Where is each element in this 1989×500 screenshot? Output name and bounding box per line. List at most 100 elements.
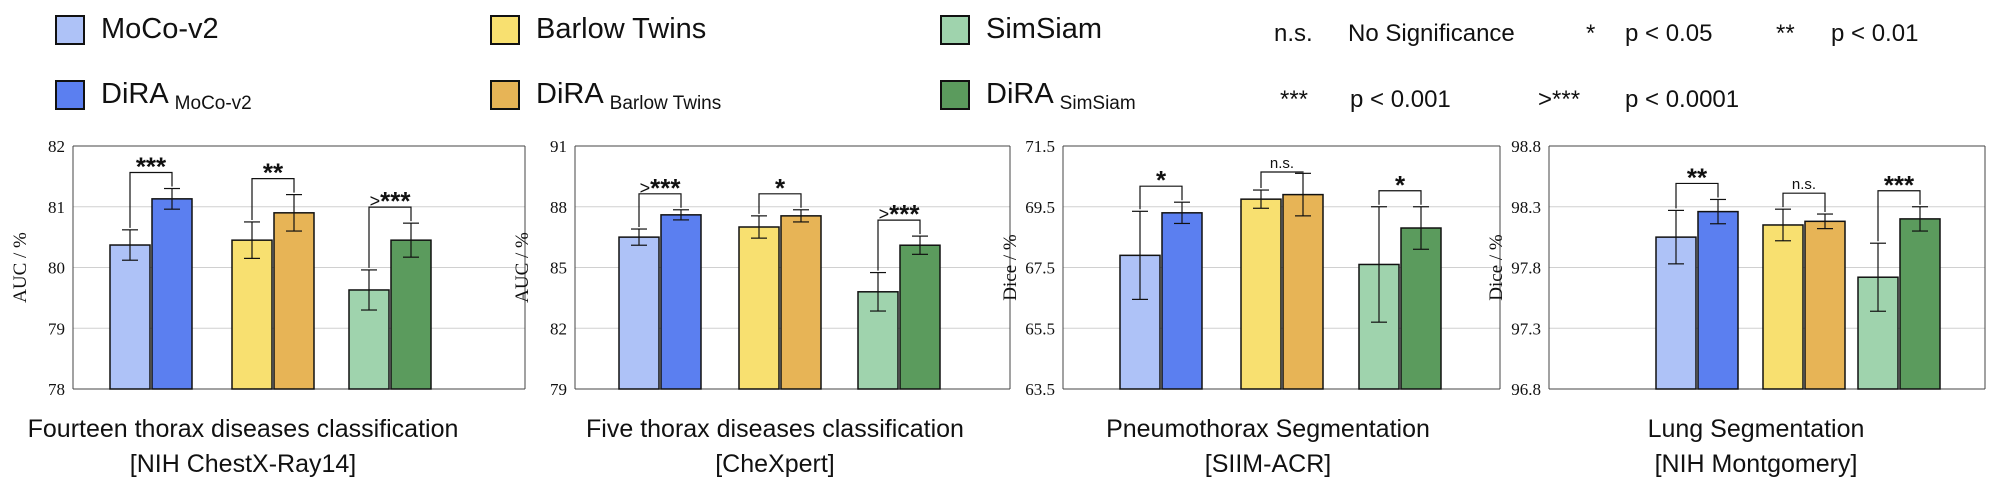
significance-label: *** — [1884, 170, 1915, 200]
bar-baseline — [1762, 224, 1804, 390]
significance-bracket — [1260, 171, 1304, 189]
legend-label: DiRA — [536, 78, 604, 110]
significance-symbol-ns: n.s. — [1274, 20, 1313, 47]
significance-bracket — [638, 193, 682, 228]
legend-label: DiRA — [101, 78, 169, 110]
significance-label: * — [1156, 165, 1167, 195]
significance-label: * — [1395, 170, 1406, 200]
bar-dira — [1899, 218, 1941, 390]
y-axis-label: Dice / % — [1000, 234, 1021, 301]
significance-label: n.s. — [1792, 176, 1816, 193]
significance-label: * — [775, 173, 786, 203]
bar-baseline — [231, 239, 273, 390]
legend-swatch-dira-barlow-twins — [490, 79, 520, 110]
bar-dira — [390, 239, 432, 390]
y-tick-label: 78 — [48, 380, 65, 399]
significance-label: ** — [1687, 162, 1708, 192]
y-tick-label: 80 — [48, 259, 65, 278]
significance-meaning-2: p < 0.01 — [1831, 20, 1919, 47]
legend-item-barlow-twins: Barlow Twins — [490, 13, 706, 46]
bar-baseline — [1240, 198, 1282, 390]
legend-subscript: MoCo-v2 — [174, 92, 252, 114]
y-axis-label: AUC / % — [512, 232, 533, 303]
bar-dira — [1400, 227, 1442, 390]
y-tick-label: 79 — [550, 380, 567, 399]
legend-subscript: SimSiam — [1059, 92, 1136, 114]
legend-item-dira-barlow-twins: DiRA Barlow Twins — [490, 78, 721, 114]
significance-bracket — [1139, 185, 1183, 210]
significance-bracket — [1782, 192, 1826, 213]
significance-label: >*** — [640, 173, 682, 203]
chart-title-3-line2: [SIIM-ACR] — [1204, 450, 1332, 478]
y-tick-label: 82 — [550, 319, 567, 338]
significance-bracket — [1675, 182, 1719, 209]
bar-dira — [899, 244, 941, 390]
legend-label: Barlow Twins — [536, 13, 707, 45]
bar-dira — [1697, 210, 1739, 390]
legend-swatch-dira-simsiam — [940, 79, 970, 110]
bar-baseline — [857, 291, 899, 390]
y-tick-label: 91 — [550, 137, 567, 156]
chart-title-1: Fourteen thorax diseases classification … — [23, 412, 463, 482]
y-tick-label: 85 — [550, 259, 567, 278]
legend-item-dira-simsiam: DiRA SimSiam — [940, 78, 1136, 114]
legend-item-dira-moco-v2: DiRA MoCo-v2 — [55, 78, 252, 114]
chart-title-4: Lung Segmentation [NIH Montgomery] — [1536, 412, 1976, 482]
y-tick-label: 98.8 — [1511, 137, 1541, 156]
y-tick-label: 79 — [48, 319, 65, 338]
significance-label: ** — [263, 158, 284, 188]
y-tick-label: 81 — [48, 198, 65, 217]
significance-meaning-4: p < 0.0001 — [1625, 86, 1740, 113]
bar-baseline — [618, 236, 660, 390]
legend-subscript: Barlow Twins — [609, 92, 722, 114]
significance-symbol-1: * — [1586, 20, 1596, 47]
bar-dira — [780, 215, 822, 390]
bar-dira — [660, 214, 702, 390]
y-tick-label: 63.5 — [1025, 380, 1055, 399]
bar-dira — [1804, 220, 1846, 390]
chart-title-2: Five thorax diseases classification [Che… — [555, 412, 995, 482]
significance-bracket — [251, 178, 295, 220]
significance-label: n.s. — [1270, 155, 1294, 172]
significance-label: >*** — [370, 186, 412, 216]
chart-title-1-line1: Fourteen thorax diseases classification — [27, 415, 459, 443]
chart-title-2-line1: Five thorax diseases classification — [586, 415, 964, 443]
significance-symbol-4: >*** — [1538, 86, 1581, 113]
chart-title-3-line1: Pneumothorax Segmentation — [1106, 415, 1430, 443]
y-axis-label: Dice / % — [1486, 234, 1507, 301]
bar-baseline — [738, 226, 780, 390]
y-tick-label: 67.5 — [1025, 259, 1055, 278]
y-tick-label: 69.5 — [1025, 198, 1055, 217]
significance-symbol-2: ** — [1776, 20, 1795, 47]
significance-bracket — [1378, 190, 1422, 205]
significance-bracket — [129, 171, 173, 228]
y-tick-label: 96.8 — [1511, 380, 1541, 399]
legend-swatch-simsiam — [940, 14, 970, 45]
chart-title-1-line2: [NIH ChestX-Ray14] — [129, 450, 357, 478]
legend-swatch-moco-v2 — [55, 14, 85, 45]
significance-symbol-3: *** — [1280, 86, 1309, 113]
significance-bracket — [877, 219, 921, 271]
y-tick-label: 88 — [550, 198, 567, 217]
significance-label: *** — [136, 152, 167, 182]
bar-dira — [1282, 193, 1324, 390]
significance-bracket — [758, 193, 802, 214]
legend-swatch-barlow-twins — [490, 14, 520, 45]
significance-bracket — [1877, 190, 1921, 242]
chart-title-4-line2: [NIH Montgomery] — [1654, 450, 1858, 478]
bar-dira — [151, 198, 193, 390]
legend-item-simsiam: SimSiam — [940, 13, 1102, 46]
chart-title-2-line2: [CheXpert] — [715, 450, 835, 478]
bar-baseline — [109, 244, 151, 390]
legend-label: MoCo-v2 — [101, 13, 219, 45]
significance-bracket — [368, 206, 412, 268]
chart-title-4-line1: Lung Segmentation — [1647, 415, 1865, 443]
significance-meaning-3: p < 0.001 — [1350, 86, 1451, 113]
chart-title-3: Pneumothorax Segmentation [SIIM-ACR] — [1048, 412, 1488, 482]
y-tick-label: 65.5 — [1025, 319, 1055, 338]
legend-label: DiRA — [986, 78, 1054, 110]
y-tick-label: 82 — [48, 137, 65, 156]
y-axis-label: AUC / % — [10, 232, 31, 303]
legend-item-moco-v2: MoCo-v2 — [55, 13, 219, 46]
